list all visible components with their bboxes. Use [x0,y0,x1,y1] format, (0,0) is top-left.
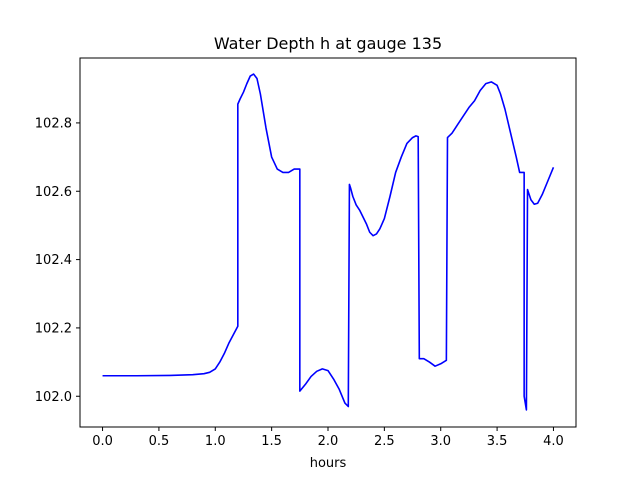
x-tick-label: 3.0 [430,434,451,449]
x-tick-label: 1.5 [261,434,282,449]
axes-frame [79,57,577,428]
chart-title: Water Depth h at gauge 135 [214,34,442,53]
x-axis: 0.0 0.5 1.0 1.5 2.0 2.5 3.0 3.5 4.0 [92,427,564,449]
x-tick-label: 1.0 [205,434,226,449]
x-tick-label: 4.0 [543,434,564,449]
series-line [102,73,555,411]
y-tick-label: 102.6 [35,185,72,200]
y-tick-label: 102.4 [35,253,72,268]
y-axis: 102.0 102.2 102.4 102.6 102.8 [35,116,80,405]
x-tick-label: 0.5 [149,434,170,449]
x-tick-label: 2.0 [318,434,339,449]
y-tick-label: 102.0 [35,390,72,405]
x-tick-label: 3.5 [487,434,508,449]
x-tick-label: 2.5 [374,434,395,449]
y-tick-label: 102.2 [35,321,72,336]
y-tick-label: 102.8 [35,116,72,131]
x-axis-label: hours [310,456,347,471]
plot-area [102,73,555,411]
x-tick-label: 0.0 [92,434,113,449]
